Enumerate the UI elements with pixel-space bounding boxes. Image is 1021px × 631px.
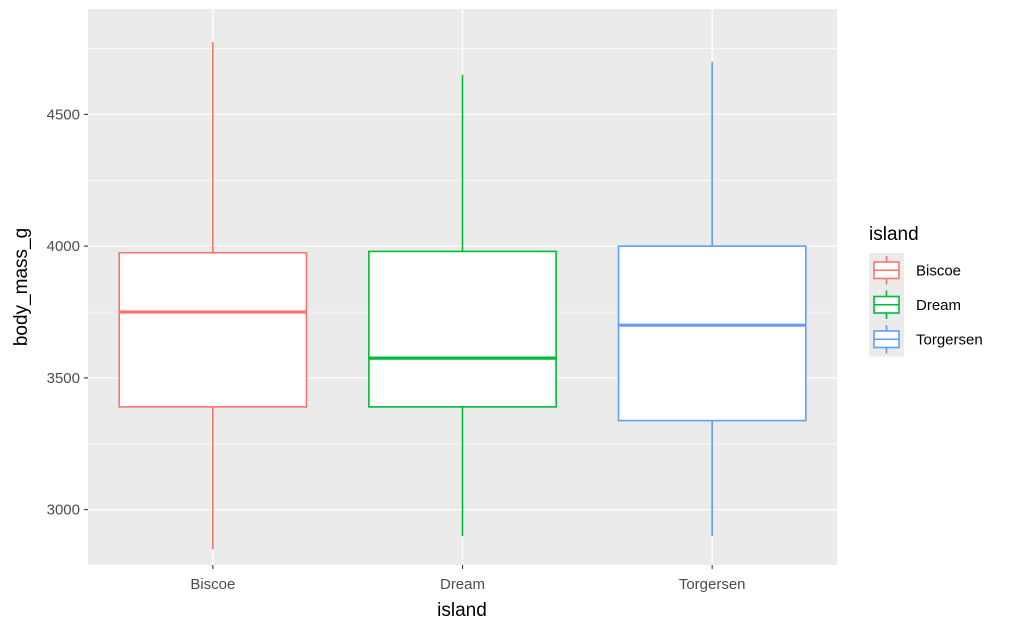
- box-iqr: [368, 250, 557, 408]
- box-biscoe: [118, 41, 308, 550]
- y-tick-label: 4000: [47, 238, 80, 255]
- legend-keys: Biscoe Dream Torgersen: [869, 253, 983, 357]
- box-iqr: [617, 245, 807, 422]
- y-axis-title: body_mass_g: [11, 228, 32, 346]
- legend-key-torgersen: Torgersen: [869, 322, 983, 357]
- legend-label: Dream: [916, 297, 961, 314]
- boxes-group: [118, 41, 807, 550]
- x-tick-label: Torgersen: [679, 576, 746, 593]
- box-iqr: [118, 251, 308, 408]
- y-tick-label: 3500: [47, 370, 80, 387]
- x-axis: Biscoe Dream Torgersen: [190, 565, 746, 593]
- legend: island Biscoe Dream Torgersen: [869, 224, 983, 357]
- y-tick-label: 3000: [47, 502, 80, 519]
- box-torgersen: [617, 61, 807, 537]
- y-tick-label: 4500: [47, 106, 80, 123]
- legend-label: Torgersen: [916, 331, 983, 348]
- box-dream: [368, 74, 557, 537]
- legend-key-dream: Dream: [869, 287, 961, 322]
- x-tick-label: Biscoe: [190, 576, 235, 593]
- x-axis-title: island: [437, 600, 487, 621]
- legend-key-biscoe: Biscoe: [869, 253, 961, 288]
- x-tick-label: Dream: [440, 576, 485, 593]
- legend-title: island: [869, 224, 919, 245]
- y-axis: 3000 3500 4000 4500: [47, 106, 88, 519]
- legend-label: Biscoe: [916, 262, 961, 279]
